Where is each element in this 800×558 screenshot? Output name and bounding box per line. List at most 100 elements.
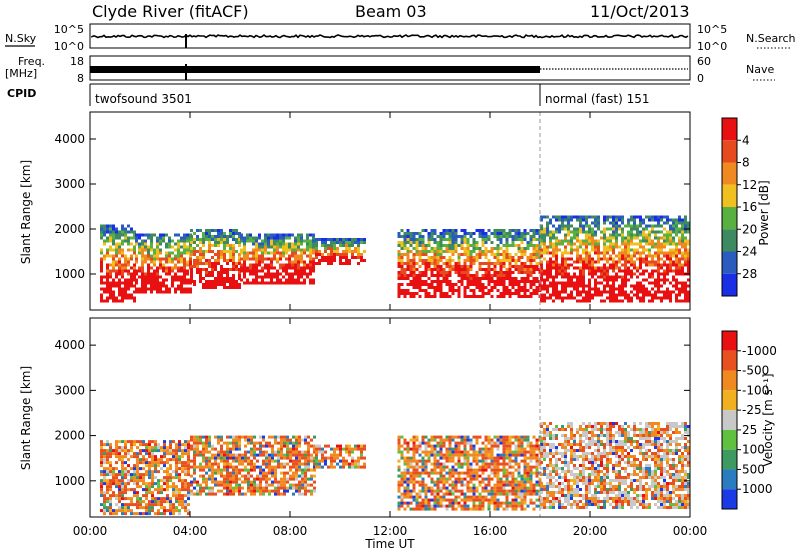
echo-cell — [485, 262, 488, 265]
echo-cell — [238, 472, 241, 475]
echo-cell — [585, 237, 588, 240]
echo-cell — [449, 445, 452, 448]
echo-cell — [145, 482, 148, 485]
echo-cell — [315, 250, 318, 253]
echo-cell — [452, 460, 455, 463]
echo-cell — [621, 231, 624, 234]
echo-cell — [151, 461, 154, 464]
echo-cell — [252, 279, 255, 282]
echo-cell — [473, 451, 476, 454]
echo-cell — [494, 271, 497, 274]
echo-cell — [488, 493, 491, 496]
echo-cell — [533, 244, 536, 247]
echo-cell — [112, 509, 115, 512]
echo-cell — [139, 479, 142, 482]
echo-cell — [422, 484, 425, 487]
echo-cell — [663, 240, 666, 243]
echo-cell — [630, 237, 633, 240]
echo-cell — [467, 490, 470, 493]
echo-cell — [100, 446, 103, 449]
echo-cell — [291, 282, 294, 285]
echo-cell — [506, 490, 509, 493]
echo-cell — [473, 289, 476, 292]
echo-cell — [339, 241, 342, 244]
echo-cell — [675, 270, 678, 273]
echo-cell — [130, 231, 133, 234]
echo-cell — [533, 250, 536, 253]
echo-cell — [464, 250, 467, 253]
echo-cell — [555, 297, 558, 300]
echo-cell — [261, 270, 264, 273]
echo-cell — [570, 246, 573, 249]
echo-cell — [190, 466, 193, 469]
echo-cell — [401, 445, 404, 448]
echo-cell — [585, 285, 588, 288]
echo-cell — [286, 442, 289, 445]
echo-cell — [461, 277, 464, 280]
echo-cell — [401, 247, 404, 250]
echo-cell — [151, 479, 154, 482]
echo-cell — [121, 276, 124, 279]
echo-cell — [428, 439, 431, 442]
echo-cell — [273, 246, 276, 249]
echo-cell — [268, 436, 271, 439]
echo-cell — [422, 262, 425, 265]
echo-cell — [567, 258, 570, 261]
echo-cell — [500, 502, 503, 505]
echo-cell — [398, 469, 401, 472]
echo-cell — [464, 502, 467, 505]
echo-cell — [235, 283, 238, 286]
echo-cell — [518, 289, 521, 292]
echo-cell — [145, 446, 148, 449]
echo-cell — [440, 295, 443, 298]
echo-cell — [169, 458, 172, 461]
echo-cell — [130, 440, 133, 443]
echo-cell — [482, 250, 485, 253]
echo-cell — [552, 231, 555, 234]
echo-cell — [561, 297, 564, 300]
echo-cell — [573, 285, 576, 288]
echo-cell — [252, 252, 255, 255]
echo-cell — [461, 268, 464, 271]
echo-cell — [552, 300, 555, 303]
echo-cell — [657, 276, 660, 279]
echo-cell — [190, 436, 193, 439]
echo-cell — [333, 448, 336, 451]
echo-cell — [118, 509, 121, 512]
echo-cell — [141, 255, 144, 258]
echo-cell — [615, 225, 618, 228]
echo-cell — [422, 229, 425, 232]
echo-cell — [100, 261, 103, 264]
echo-cell — [549, 264, 552, 267]
echo-cell — [348, 262, 351, 265]
echo-cell — [156, 258, 159, 261]
echo-cell — [172, 476, 175, 479]
echo-cell — [470, 277, 473, 280]
echo-cell — [130, 500, 133, 503]
echo-cell — [265, 475, 268, 478]
colorbar-tick-label: 20 — [742, 222, 757, 236]
echo-cell — [124, 452, 127, 455]
echo-cell — [621, 234, 624, 237]
echo-cell — [443, 442, 446, 445]
echo-cell — [615, 243, 618, 246]
echo-cell — [582, 276, 585, 279]
echo-cell — [291, 234, 294, 237]
echo-cell — [443, 262, 446, 265]
echo-cell — [306, 273, 309, 276]
echo-cell — [252, 240, 255, 243]
echo-cell — [199, 268, 202, 271]
echo-cell — [636, 237, 639, 240]
station-title: Clyde River (fitACF) — [92, 2, 249, 21]
echo-cell — [238, 487, 241, 490]
echo-cell — [315, 241, 318, 244]
echo-cell — [253, 448, 256, 451]
echo-cell — [512, 238, 515, 241]
echo-cell — [135, 243, 138, 246]
echo-cell — [497, 235, 500, 238]
echo-cell — [258, 282, 261, 285]
echo-cell — [455, 289, 458, 292]
echo-cell — [555, 219, 558, 222]
echo-cell — [310, 457, 313, 460]
echo-cell — [470, 253, 473, 256]
